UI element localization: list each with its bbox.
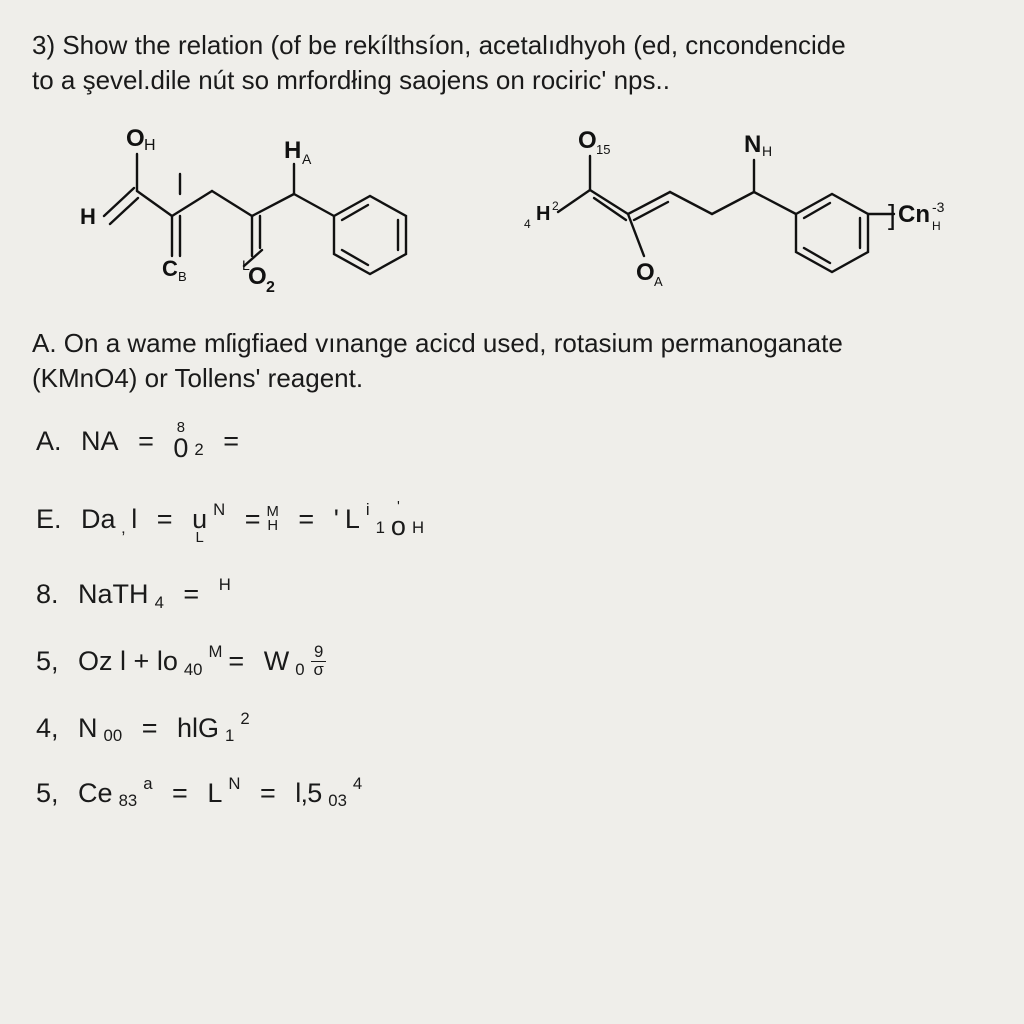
eq-8-rhs: H [219, 575, 231, 595]
eq-e-eq3: = [298, 504, 314, 535]
svg-text:-3: -3 [932, 199, 945, 215]
svg-text:H: H [80, 204, 96, 229]
svg-text:]: ] [888, 199, 896, 230]
eq-8-eq: = [183, 579, 199, 610]
eq-4-lhs: N [78, 713, 98, 744]
eq-e-t1: 1 [376, 518, 385, 538]
q-line2: to a şevel.dile nút so mrfordłing saojen… [32, 65, 670, 95]
eq-e-tosub: H [412, 518, 424, 538]
svg-text:O: O [636, 259, 655, 286]
eq-a-mid: 8 0 [173, 422, 188, 460]
svg-text:A: A [654, 274, 663, 289]
eq-e-usup: N [213, 500, 225, 520]
eq-5b: 5, Ce83a = LN = l‚5034 [36, 778, 992, 809]
part-a-text: A. On a wame mſigfiaed vınange acicd use… [32, 326, 992, 396]
svg-text:4: 4 [524, 217, 531, 231]
eq-4-sq: 2 [240, 709, 249, 729]
svg-text:B: B [178, 269, 187, 284]
eq-5b-label: 5, [36, 778, 59, 809]
eq-e-lhs: Da [81, 504, 116, 535]
svg-text:C: C [162, 256, 178, 281]
eq-5b-rhs: l‚5 [295, 778, 322, 809]
eq-5a: 5, Oz l + lo 40 M = W0 9 σ [36, 644, 992, 678]
svg-text:O: O [126, 125, 145, 152]
pa-line1: A. On a wame mſigfiaed vınange acicd use… [32, 328, 843, 358]
eq-a-eq2: = [223, 426, 239, 457]
eq-5a-msup: M [208, 642, 222, 662]
eq-5a-losub: 40 [184, 660, 203, 680]
eq-5b-Lsup: N [228, 774, 240, 794]
eq-8: 8. NaTH4 = H [36, 579, 992, 610]
eq-4-nsub: 00 [104, 726, 123, 746]
structure-right: O 15 N H H 2 4 O A Cn -3 H ] [512, 116, 982, 306]
eq-8-lhs: NaTH [78, 579, 149, 610]
eq-a-label: A. [36, 426, 62, 457]
eq-e-tL: L [345, 504, 360, 535]
svg-text:15: 15 [596, 142, 610, 157]
svg-text:O: O [578, 127, 597, 154]
svg-text:2: 2 [266, 279, 275, 296]
eq-4-label: 4, [36, 713, 59, 744]
eq-4-rhs: hlG [177, 713, 219, 744]
svg-text:H: H [536, 203, 550, 225]
eq-8-label: 8. [36, 579, 59, 610]
svg-text:N: N [744, 131, 761, 158]
eq-4: 4, N00 = hlG1 2 [36, 713, 992, 744]
svg-text:H: H [284, 137, 301, 164]
eq-e-to: ' o [391, 501, 406, 539]
eq-5b-cesub: 83 [119, 791, 138, 811]
equations-list: A. NA = 8 0 2 = E. Da ‚l = u L N = M H = … [36, 422, 992, 808]
svg-text:H: H [762, 143, 772, 159]
eq-5b-rtop: 4 [353, 774, 362, 794]
eq-5b-eq1: = [172, 778, 188, 809]
eq-5b-L: L [207, 778, 222, 809]
eq-a-lhs: NA [81, 426, 119, 457]
svg-text:2: 2 [552, 199, 559, 213]
eq-5b-cetop: a [143, 774, 152, 794]
eq-4-gsub: 1 [225, 726, 234, 746]
eq-e-tLs: i [366, 500, 370, 520]
eq-e-tpre: ' [334, 504, 339, 535]
eq-e-m: M H [267, 506, 279, 533]
svg-text:Cn: Cn [898, 201, 930, 228]
svg-text:L: L [242, 257, 250, 273]
svg-text:O: O [248, 263, 267, 290]
question-text: 3) Show the relation (of be rekílthsíon,… [32, 28, 992, 98]
pa-line2: (KMnO4) or Tollens' reagent. [32, 363, 363, 393]
eq-a-sub: 2 [194, 440, 203, 460]
svg-text:A: A [302, 151, 312, 167]
eq-e-label: E. [36, 504, 62, 535]
structures-row: O H H H A C B O L 2 [62, 116, 992, 306]
eq-e-lhs2: l [131, 504, 137, 535]
eq-e-eq1: = [157, 504, 173, 535]
svg-text:H: H [932, 219, 941, 233]
eq-5b-eq2: = [260, 778, 276, 809]
eq-5a-eq: = [228, 646, 244, 677]
q-line1: 3) Show the relation (of be rekílthsíon,… [32, 30, 846, 60]
eq-e: E. Da ‚l = u L N = M H = 'Li1 ' o H [36, 494, 992, 545]
eq-5a-label: 5, [36, 646, 59, 677]
eq-a: A. NA = 8 0 2 = [36, 422, 992, 460]
eq-5a-w: W [264, 646, 289, 677]
eq-e-eq2: = [245, 504, 261, 535]
eq-5b-rsub: 03 [328, 791, 347, 811]
eq-4-eq: = [142, 713, 158, 744]
svg-text:H: H [144, 137, 156, 154]
structure-left: O H H H A C B O L 2 [62, 116, 472, 306]
eq-5b-lhs: Ce [78, 778, 113, 809]
eq-5a-lhs: Oz l + lo [78, 646, 178, 677]
eq-e-lhs-sub: ‚ [122, 518, 126, 538]
eq-a-eq1: = [138, 426, 154, 457]
eq-e-u: u L [192, 494, 207, 545]
eq-8-sub: 4 [155, 593, 164, 613]
eq-5a-frac: 9 σ [311, 644, 327, 678]
eq-5a-wsub: 0 [295, 660, 304, 680]
